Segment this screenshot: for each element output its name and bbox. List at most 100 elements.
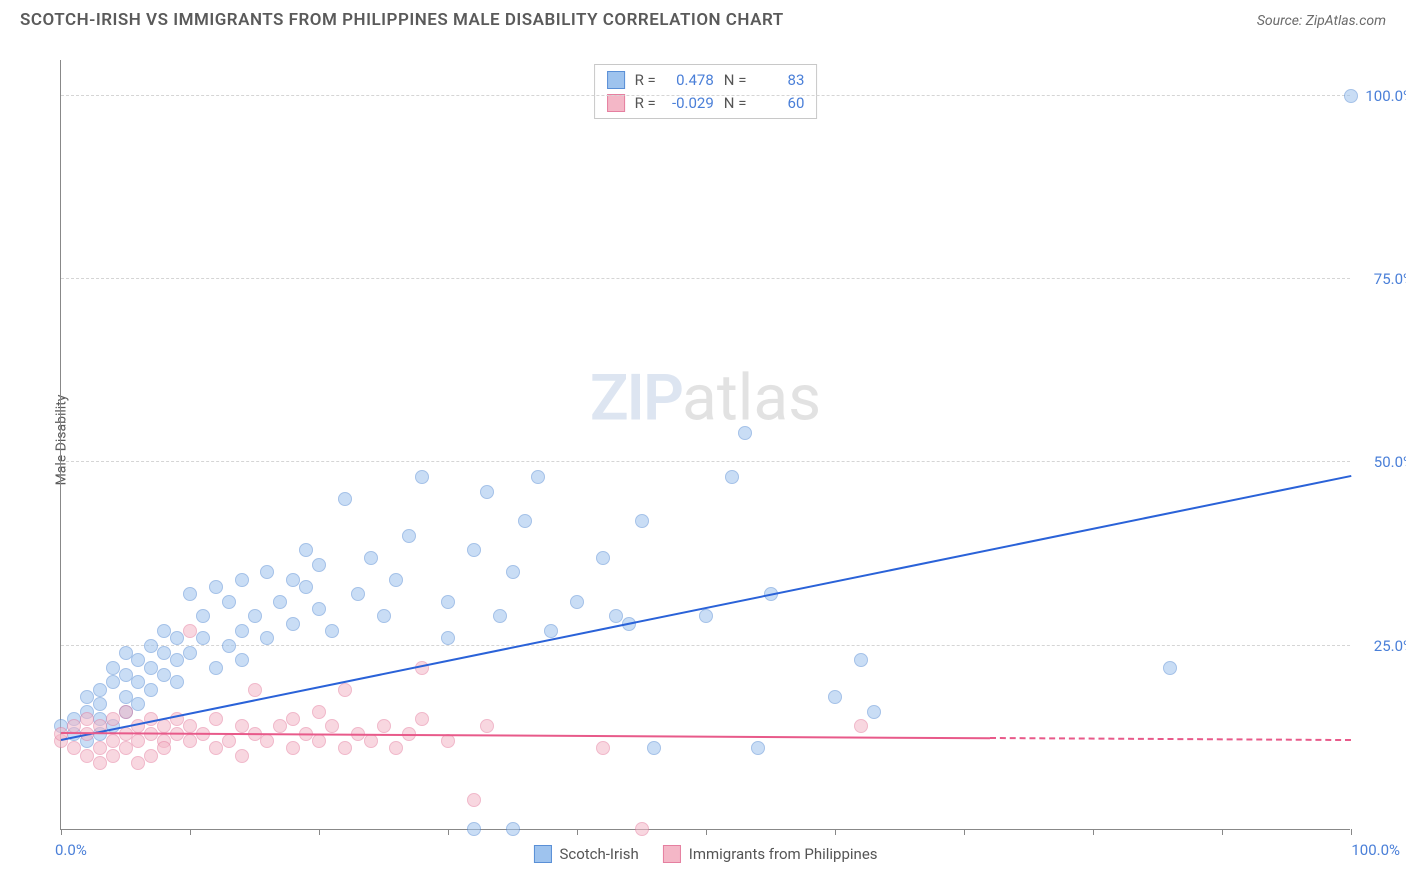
legend-row: R =0.478N =83: [607, 69, 805, 92]
data-point: [209, 712, 223, 726]
data-point: [80, 690, 94, 704]
data-point: [570, 595, 584, 609]
data-point: [364, 734, 378, 748]
data-point: [222, 734, 236, 748]
gridline: [61, 95, 1350, 96]
data-point: [377, 609, 391, 623]
data-point: [338, 492, 352, 506]
data-point: [480, 485, 494, 499]
data-point: [544, 624, 558, 638]
data-point: [170, 675, 184, 689]
data-point: [299, 580, 313, 594]
data-point: [106, 749, 120, 763]
data-point: [402, 529, 416, 543]
data-point: [183, 734, 197, 748]
data-point: [506, 822, 520, 836]
data-point: [312, 734, 326, 748]
data-point: [248, 609, 262, 623]
source-label: Source: ZipAtlas.com: [1257, 13, 1386, 29]
data-point: [170, 653, 184, 667]
data-point: [157, 741, 171, 755]
data-point: [196, 609, 210, 623]
data-point: [119, 705, 133, 719]
data-point: [131, 756, 145, 770]
data-point: [312, 558, 326, 572]
legend-label: Immigrants from Philippines: [689, 845, 878, 863]
data-point: [106, 661, 120, 675]
data-point: [260, 734, 274, 748]
data-point: [325, 624, 339, 638]
data-point: [248, 683, 262, 697]
y-tick-label: 50.0%: [1374, 453, 1406, 471]
legend-swatch: [533, 845, 551, 863]
x-tick: [835, 829, 836, 835]
data-point: [80, 712, 94, 726]
data-point: [338, 741, 352, 755]
data-point: [144, 661, 158, 675]
trend-line: [61, 475, 1351, 741]
series-legend: Scotch-Irish Immigrants from Philippines: [533, 845, 877, 863]
data-point: [1344, 89, 1358, 103]
gridline: [61, 278, 1350, 279]
data-point: [415, 470, 429, 484]
gridline: [61, 461, 1350, 462]
legend-label: Scotch-Irish: [559, 845, 638, 863]
data-point: [854, 653, 868, 667]
data-point: [157, 624, 171, 638]
watermark: ZIPatlas: [590, 361, 821, 436]
x-tick: [61, 829, 62, 835]
data-point: [389, 741, 403, 755]
data-point: [480, 719, 494, 733]
data-point: [286, 573, 300, 587]
data-point: [144, 749, 158, 763]
x-tick: [1093, 829, 1094, 835]
data-point: [119, 668, 133, 682]
x-tick: [577, 829, 578, 835]
legend-item: Scotch-Irish: [533, 845, 638, 863]
data-point: [725, 470, 739, 484]
data-point: [196, 631, 210, 645]
data-point: [157, 668, 171, 682]
data-point: [106, 712, 120, 726]
x-tick: [1222, 829, 1223, 835]
data-point: [183, 587, 197, 601]
data-point: [157, 646, 171, 660]
data-point: [183, 624, 197, 638]
data-point: [235, 624, 249, 638]
data-point: [441, 595, 455, 609]
data-point: [119, 690, 133, 704]
x-tick: [1351, 829, 1352, 835]
data-point: [131, 675, 145, 689]
chart-container: Male Disability ZIPatlas R =0.478N =83R …: [46, 40, 1386, 840]
x-tick-label: 0.0%: [55, 841, 87, 859]
legend-r-label: R =: [635, 69, 656, 92]
data-point: [170, 631, 184, 645]
data-point: [299, 543, 313, 557]
data-point: [441, 631, 455, 645]
data-point: [235, 573, 249, 587]
x-tick: [190, 829, 191, 835]
data-point: [738, 426, 752, 440]
data-point: [647, 741, 661, 755]
y-tick-label: 100.0%: [1365, 87, 1406, 105]
data-point: [273, 719, 287, 733]
data-point: [273, 595, 287, 609]
data-point: [235, 749, 249, 763]
data-point: [106, 675, 120, 689]
data-point: [338, 683, 352, 697]
data-point: [699, 609, 713, 623]
data-point: [209, 741, 223, 755]
data-point: [635, 514, 649, 528]
data-point: [93, 756, 107, 770]
data-point: [119, 741, 133, 755]
trend-line: [990, 737, 1351, 741]
data-point: [286, 712, 300, 726]
data-point: [157, 719, 171, 733]
data-point: [635, 822, 649, 836]
data-point: [325, 719, 339, 733]
data-point: [506, 565, 520, 579]
data-point: [235, 653, 249, 667]
data-point: [93, 741, 107, 755]
y-tick-label: 75.0%: [1374, 270, 1406, 288]
data-point: [415, 712, 429, 726]
